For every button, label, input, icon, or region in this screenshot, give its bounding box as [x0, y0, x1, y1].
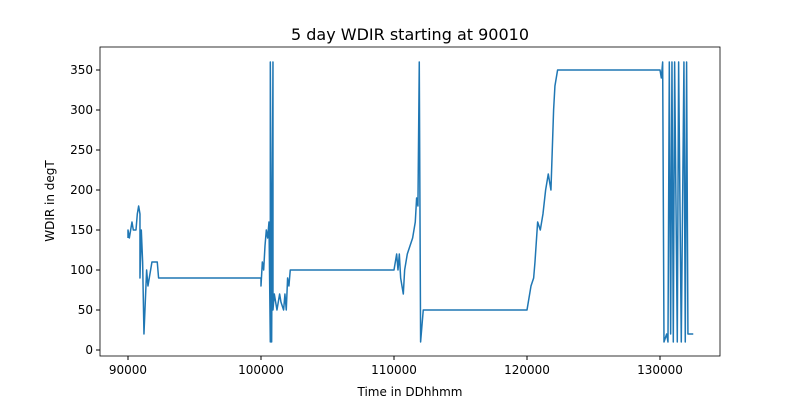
- x-tick-label: 130000: [637, 363, 683, 377]
- y-tick-label: 250: [70, 143, 93, 157]
- x-tick-label: 120000: [504, 363, 550, 377]
- y-tick-label: 300: [70, 103, 93, 117]
- y-tick-label: 200: [70, 183, 93, 197]
- x-axis-label: Time in DDhhmm: [356, 385, 462, 399]
- x-tick-label: 100000: [238, 363, 284, 377]
- axes-frame: [99, 46, 721, 357]
- y-tick-label: 150: [70, 223, 93, 237]
- y-tick-label: 350: [70, 63, 93, 77]
- chart-title: 5 day WDIR starting at 90010: [291, 25, 529, 44]
- y-tick-label: 50: [78, 303, 93, 317]
- x-tick-label: 90000: [109, 363, 147, 377]
- y-tick-label: 0: [85, 343, 93, 357]
- y-axis-label: WDIR in degT: [43, 160, 57, 242]
- x-tick-label: 110000: [371, 363, 417, 377]
- data-line: [127, 61, 694, 343]
- y-tick-label: 100: [70, 263, 93, 277]
